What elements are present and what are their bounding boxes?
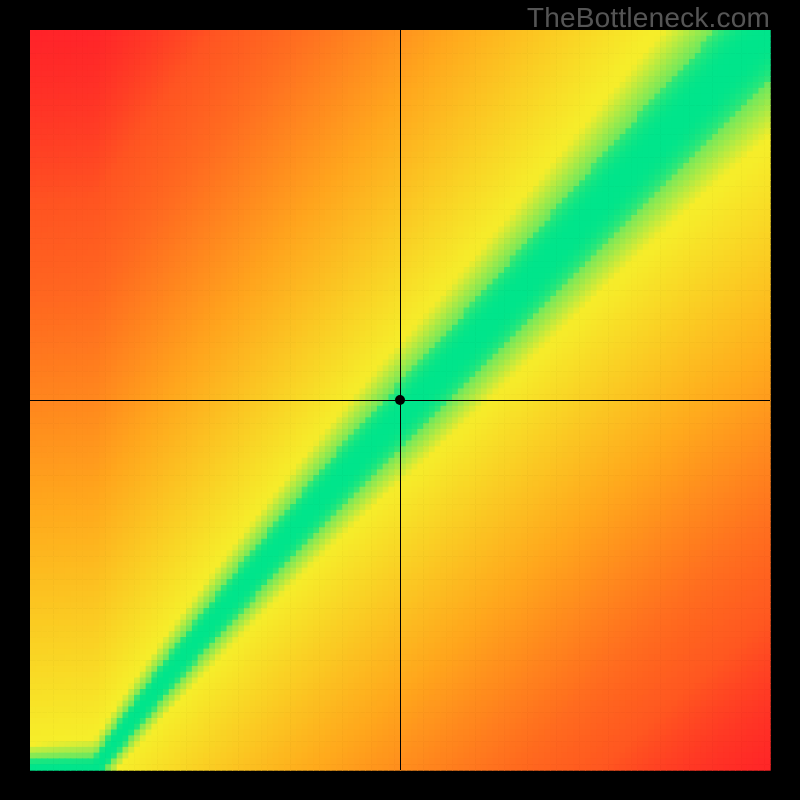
heatmap-plot <box>0 0 800 800</box>
watermark-text: TheBottleneck.com <box>527 2 770 34</box>
heatmap-canvas <box>0 0 800 800</box>
